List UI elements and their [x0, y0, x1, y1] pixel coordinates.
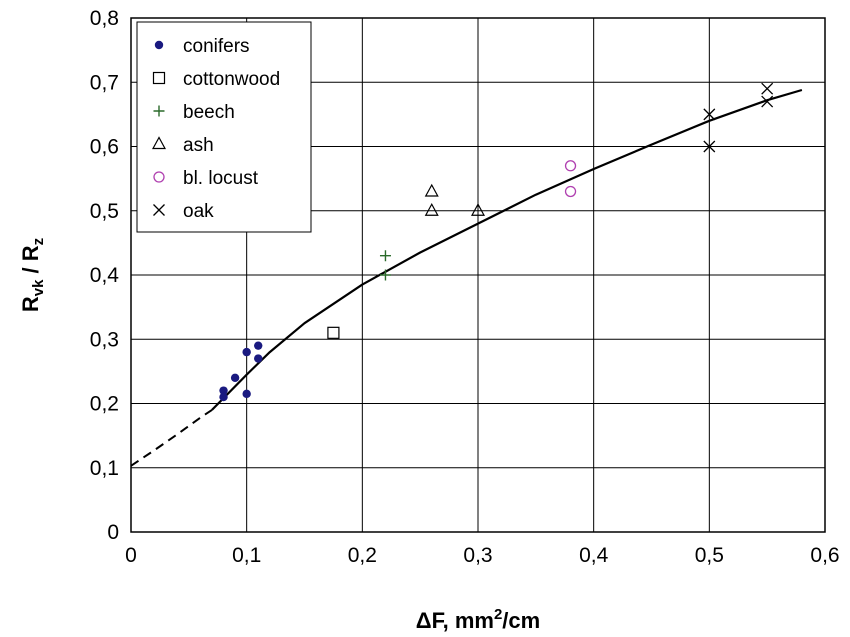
point-oak — [703, 108, 716, 121]
legend-marker-ash — [151, 136, 167, 150]
x-tick-label: 0,5 — [695, 544, 724, 567]
y-tick-label: 0,6 — [90, 136, 119, 159]
legend-marker-conifers — [154, 40, 164, 50]
x-tick-label: 0,2 — [348, 544, 377, 567]
point-ash — [424, 202, 439, 216]
legend-label-ash: ash — [183, 135, 214, 156]
point-ash — [424, 183, 439, 197]
point-oak — [703, 140, 716, 153]
point-oak — [761, 82, 774, 95]
point-conifers — [254, 341, 263, 350]
legend-marker-cottonwood — [152, 71, 166, 85]
legend-marker-oak — [153, 204, 165, 216]
legend-marker-beech — [153, 105, 165, 117]
x-axis-title: ΔF, mm2/cm — [416, 606, 540, 633]
tick-labels: 0 0,1 0,2 0,3 0,4 0,5 0,6 0 0,1 0,2 0,3 0,4 0,5 0,6 0,… — [90, 7, 840, 567]
legend-box — [136, 21, 312, 233]
y-tick-label: 0,4 — [90, 264, 120, 287]
point-conifers — [219, 386, 228, 395]
x-axis-title-main: ΔF, mm — [416, 608, 494, 633]
point-oak — [761, 95, 774, 108]
y-tick-label: 0,3 — [90, 328, 119, 351]
x-tick-label: 0,1 — [232, 544, 261, 567]
data-points — [219, 82, 774, 402]
y-axis-title-mid: / R — [18, 245, 43, 279]
y-axis-title-sub2: z — [30, 238, 47, 246]
y-tick-label: 0,2 — [90, 393, 119, 416]
point-bl-locust — [564, 185, 577, 198]
x-tick-label: 0,6 — [810, 544, 839, 567]
plot-frame — [130, 17, 826, 533]
point-cottonwood — [327, 326, 340, 339]
x-tick-label: 0 — [125, 544, 137, 567]
y-tick-label: 0,7 — [90, 71, 119, 94]
x-axis-title-sup: 2 — [494, 606, 502, 623]
fit-curve — [130, 88, 803, 467]
point-conifers — [242, 347, 251, 357]
x-axis-title-suffix: /cm — [502, 608, 540, 633]
legend-label-cottonwood: cottonwood — [183, 69, 280, 90]
y-axis-title-r1: R — [18, 296, 43, 312]
y-tick-label: 0,1 — [90, 457, 119, 480]
legend-label-conifers: conifers — [183, 36, 250, 57]
point-beech — [379, 250, 391, 262]
y-tick-label: 0 — [107, 521, 119, 544]
point-beech — [379, 269, 391, 281]
legend: conifers cottonwood beech ash bl. locust oak — [136, 21, 312, 233]
y-axis-title-sub1: vk — [30, 279, 47, 296]
y-tick-label: 0,5 — [90, 200, 119, 223]
fit-curve-solid — [211, 88, 803, 411]
point-ash — [470, 202, 486, 216]
legend-label-oak: oak — [183, 201, 214, 222]
y-tick-label: 0,8 — [90, 7, 119, 30]
point-conifers — [230, 373, 240, 382]
point-bl-locust — [564, 160, 577, 172]
legend-label-beech: beech — [183, 102, 235, 123]
y-axis-title: Rvk / Rz — [18, 238, 47, 312]
point-conifers — [254, 354, 263, 363]
x-tick-label: 0,4 — [579, 544, 609, 567]
legend-marker-bl-locust — [153, 171, 165, 183]
fit-curve-dashed — [130, 409, 213, 467]
point-conifers — [242, 389, 251, 399]
x-tick-label: 0,3 — [463, 544, 492, 567]
legend-label-bl-locust: bl. locust — [183, 168, 259, 189]
point-conifers — [219, 392, 228, 402]
